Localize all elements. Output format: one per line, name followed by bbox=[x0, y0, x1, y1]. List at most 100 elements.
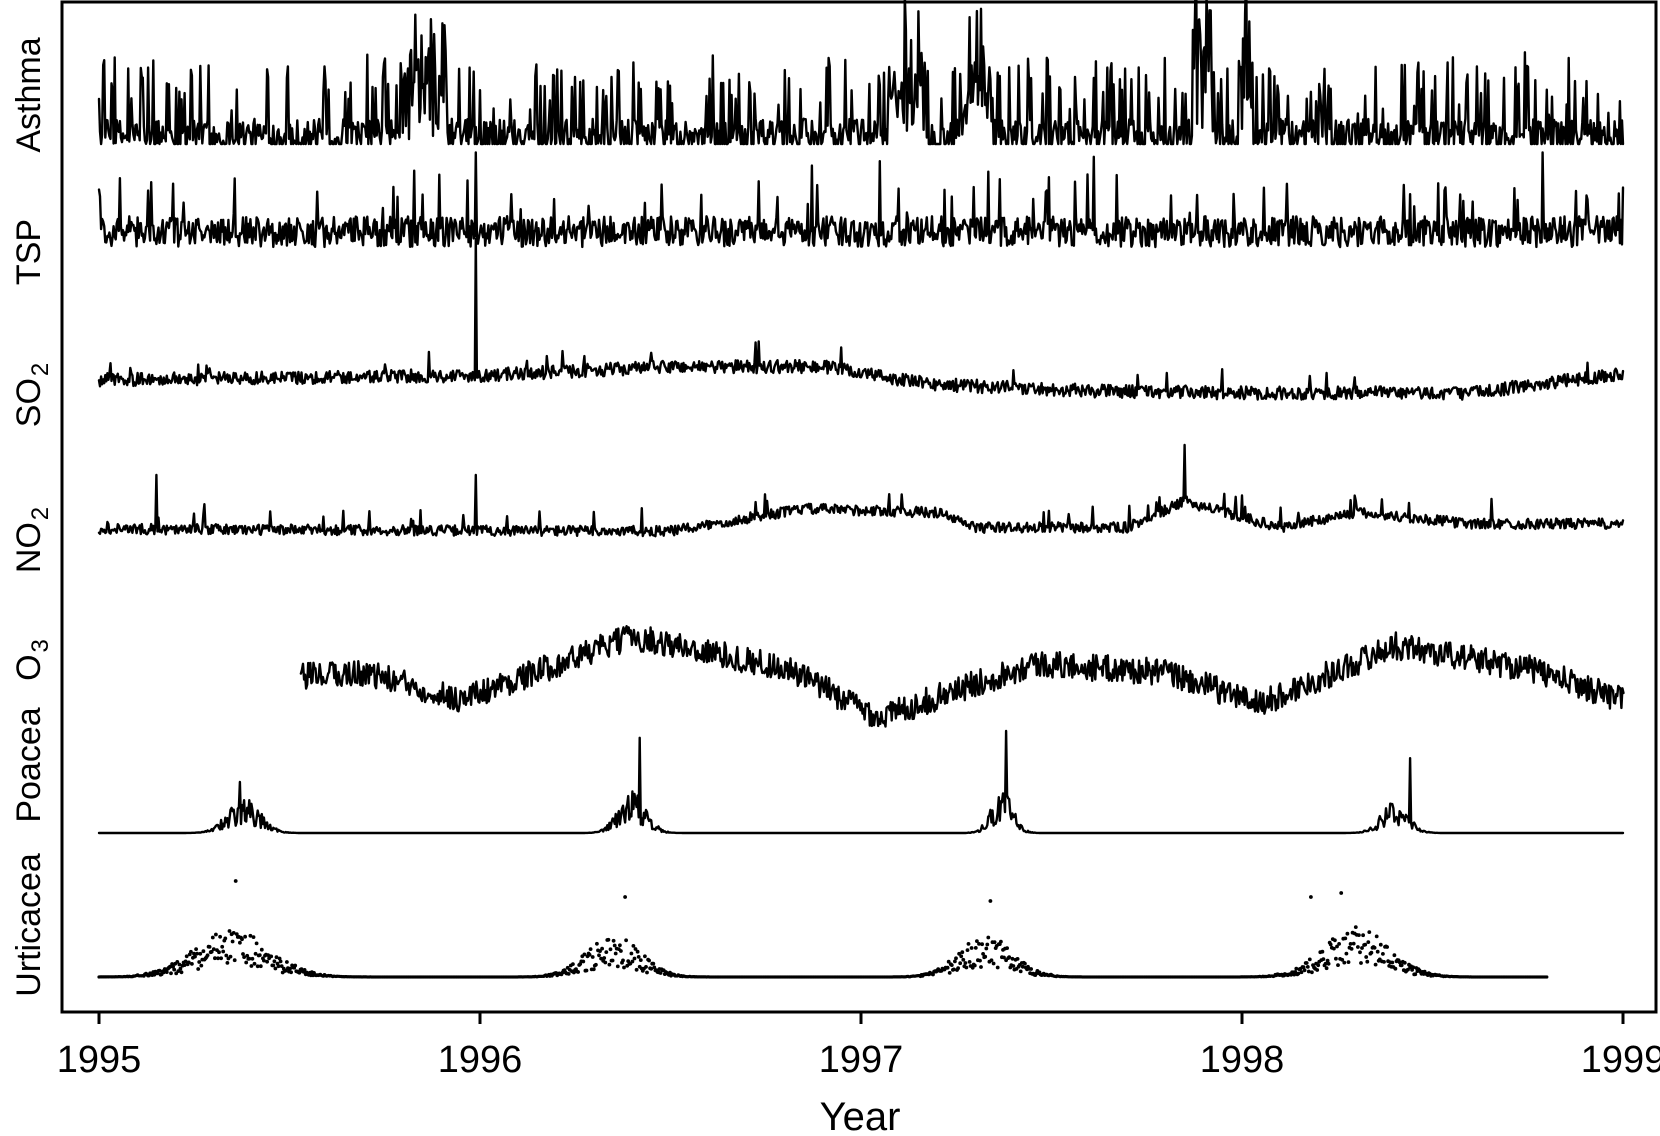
data-point bbox=[219, 956, 224, 961]
data-point bbox=[247, 956, 252, 961]
data-point bbox=[164, 970, 169, 974]
data-point bbox=[1373, 962, 1378, 967]
data-point bbox=[980, 942, 984, 947]
series-label-poacea: Poacea bbox=[10, 707, 48, 822]
data-point bbox=[1369, 950, 1374, 955]
data-point bbox=[214, 932, 218, 937]
data-point bbox=[1325, 958, 1330, 963]
data-point bbox=[972, 963, 977, 968]
data-point bbox=[177, 962, 182, 967]
data-point bbox=[1343, 936, 1348, 941]
data-point bbox=[584, 968, 589, 973]
data-point bbox=[603, 960, 608, 965]
data-point bbox=[964, 965, 969, 970]
data-point bbox=[658, 971, 663, 975]
data-point bbox=[227, 929, 232, 933]
data-point bbox=[269, 954, 274, 959]
data-point bbox=[1302, 968, 1307, 973]
data-point bbox=[242, 955, 247, 959]
data-point bbox=[209, 949, 214, 954]
series-label-asthma: Asthma bbox=[10, 37, 48, 152]
series-tsp-line bbox=[97, 151, 1625, 249]
data-point bbox=[581, 959, 586, 964]
data-point bbox=[293, 963, 298, 968]
data-point bbox=[289, 970, 293, 975]
data-point bbox=[258, 964, 263, 969]
data-point bbox=[611, 938, 616, 943]
data-point bbox=[626, 959, 631, 963]
data-point bbox=[276, 964, 281, 969]
data-point bbox=[224, 953, 229, 958]
data-point bbox=[985, 942, 990, 947]
series-label-main: SO bbox=[10, 378, 48, 427]
data-point bbox=[1020, 964, 1025, 969]
data-point bbox=[1372, 945, 1377, 950]
data-point bbox=[157, 968, 162, 973]
data-point bbox=[952, 967, 956, 972]
data-point bbox=[182, 963, 187, 967]
data-point bbox=[978, 958, 982, 963]
data-point bbox=[251, 935, 256, 939]
data-point bbox=[274, 955, 279, 960]
data-point bbox=[186, 960, 191, 965]
data-point bbox=[1011, 964, 1016, 968]
data-point bbox=[179, 970, 184, 975]
data-point bbox=[250, 956, 255, 961]
data-point bbox=[1326, 961, 1331, 966]
data-point bbox=[1359, 961, 1363, 965]
data-point bbox=[1342, 960, 1347, 965]
data-point bbox=[210, 935, 215, 940]
data-point bbox=[259, 947, 264, 952]
x-axis-title: Year bbox=[820, 1095, 901, 1136]
data-point bbox=[1358, 950, 1362, 955]
data-point bbox=[967, 960, 972, 964]
data-point bbox=[959, 954, 964, 959]
data-point bbox=[651, 961, 656, 966]
data-point bbox=[963, 961, 968, 965]
data-point bbox=[946, 959, 951, 964]
data-point bbox=[606, 937, 611, 942]
data-point bbox=[602, 956, 607, 960]
data-point bbox=[302, 968, 307, 972]
data-point bbox=[244, 960, 249, 965]
data-point bbox=[632, 956, 637, 961]
data-point bbox=[221, 949, 226, 954]
data-point bbox=[647, 958, 651, 963]
data-point bbox=[297, 970, 302, 975]
data-point bbox=[288, 966, 292, 971]
data-point bbox=[196, 967, 201, 971]
data-point bbox=[216, 956, 220, 961]
data-point bbox=[591, 967, 596, 972]
data-point bbox=[1321, 957, 1326, 961]
x-tick-label: 1997 bbox=[819, 1039, 904, 1081]
data-point bbox=[195, 951, 200, 956]
data-point bbox=[245, 953, 250, 958]
data-point bbox=[1333, 938, 1337, 943]
data-point bbox=[183, 959, 188, 964]
series-asthma-line bbox=[97, 0, 1625, 146]
data-point bbox=[228, 954, 233, 959]
data-point bbox=[975, 939, 979, 943]
data-point bbox=[633, 947, 638, 951]
data-point bbox=[1324, 966, 1329, 971]
data-point bbox=[1334, 956, 1338, 961]
series-label-tsp: TSP bbox=[10, 219, 48, 285]
data-point bbox=[623, 895, 627, 899]
data-point bbox=[630, 959, 635, 964]
data-point bbox=[171, 964, 176, 969]
data-point bbox=[1365, 959, 1370, 964]
data-point bbox=[1399, 963, 1404, 968]
data-point bbox=[1361, 933, 1365, 938]
data-point bbox=[588, 947, 593, 951]
data-point bbox=[1364, 955, 1369, 959]
data-point bbox=[233, 879, 238, 883]
data-point bbox=[1005, 946, 1009, 950]
data-point bbox=[1296, 971, 1301, 976]
data-point bbox=[649, 966, 654, 971]
data-point bbox=[252, 961, 257, 966]
data-point bbox=[273, 966, 278, 971]
data-point bbox=[991, 961, 996, 966]
data-point bbox=[1363, 942, 1368, 947]
data-point bbox=[1299, 970, 1304, 975]
data-point bbox=[1340, 957, 1345, 962]
